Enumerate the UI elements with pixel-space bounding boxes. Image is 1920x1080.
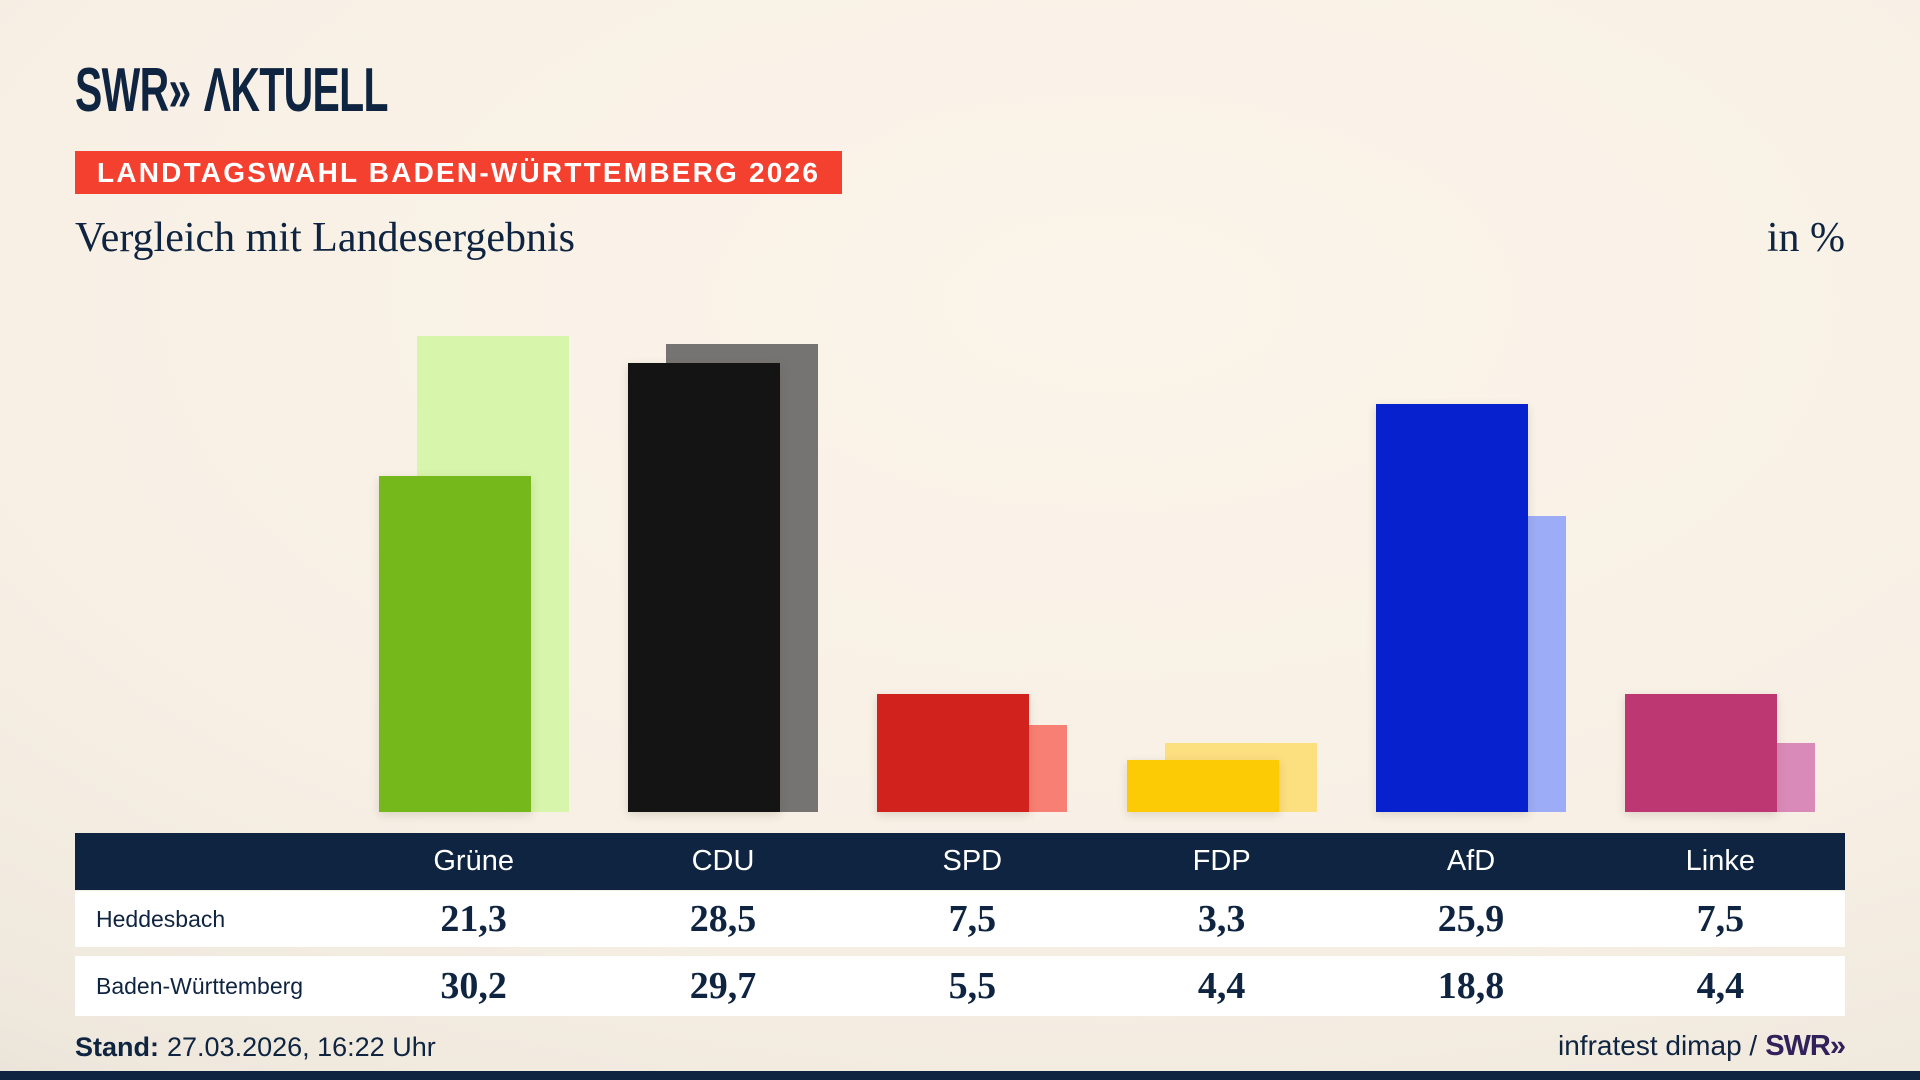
- election-banner: LANDTAGSWAHL BADEN-WÜRTTEMBERG 2026: [75, 151, 843, 194]
- value-Baden-Württemberg-AfD: 18,8: [1437, 965, 1505, 1007]
- stand-label: Stand:: [75, 1032, 159, 1062]
- chart: [378, 336, 1816, 812]
- party-header-FDP: FDP: [1192, 845, 1251, 877]
- value-Heddesbach-Linke: 7,5: [1696, 898, 1745, 940]
- value-Baden-Württemberg-FDP: 4,4: [1197, 965, 1246, 1007]
- party-header-Grüne: Grüne: [433, 845, 514, 877]
- bar-Heddesbach-SPD: [877, 693, 1030, 812]
- party-header-AfD: AfD: [1446, 845, 1496, 877]
- chart-title: Vergleich mit Landesergebnis: [75, 215, 575, 261]
- table-header-row: Grüne CDU SPD FDP AfD Linke: [75, 833, 1845, 890]
- value-Heddesbach-AfD: 25,9: [1437, 898, 1505, 940]
- value-Baden-Württemberg-Grüne: 30,2: [440, 965, 507, 1007]
- bar-Heddesbach-AfD: [1376, 403, 1529, 812]
- bar-Heddesbach-FDP: [1126, 760, 1279, 812]
- source-text: infratest dimap /: [1558, 1030, 1758, 1061]
- value-Heddesbach-FDP: 3,3: [1197, 898, 1246, 940]
- value-Heddesbach-CDU: 28,5: [689, 898, 757, 940]
- row-label-Heddesbach: Heddesbach: [96, 905, 226, 932]
- logo-aktuell: ΛKTUELL: [203, 56, 389, 125]
- bar-Heddesbach-Linke: [1625, 693, 1778, 812]
- value-Heddesbach-Grüne: 21,3: [440, 898, 507, 940]
- stand-value: 27.03.2026, 16:22 Uhr: [167, 1032, 436, 1062]
- swr-footer-logo: SWR»: [1765, 1030, 1846, 1062]
- value-Baden-Württemberg-Linke: 4,4: [1696, 965, 1745, 1007]
- stand-timestamp: Stand: 27.03.2026, 16:22 Uhr: [75, 1031, 436, 1063]
- logo-swr-chevrons: SWR»: [75, 56, 191, 125]
- value-Heddesbach-SPD: 7,5: [948, 898, 997, 940]
- row-label-Baden-Württemberg: Baden-Württemberg: [96, 972, 304, 999]
- party-header-Linke: Linke: [1685, 845, 1755, 877]
- swr-aktuell-logo: SWR» ΛKTUELL: [75, 60, 389, 122]
- table-row-baden-wuerttemberg: Baden-Württemberg 30,2 29,7 5,5 4,4 18,8 4,4: [75, 956, 1845, 1016]
- bar-Heddesbach-CDU: [628, 362, 781, 812]
- party-header-CDU: CDU: [691, 845, 755, 877]
- party-header-SPD: SPD: [942, 845, 1003, 877]
- bottom-navy-strip: [0, 1071, 1920, 1080]
- table-row-heddesbach: Heddesbach 21,3 28,5 7,5 3,3 25,9 7,5: [75, 891, 1845, 947]
- value-Baden-Württemberg-SPD: 5,5: [948, 965, 997, 1007]
- bar-Heddesbach-Grüne: [378, 476, 531, 812]
- unit-label: in %: [1766, 215, 1845, 261]
- source-credit: infratest dimap / SWR»: [1558, 1029, 1846, 1063]
- value-Baden-Württemberg-CDU: 29,7: [689, 965, 757, 1007]
